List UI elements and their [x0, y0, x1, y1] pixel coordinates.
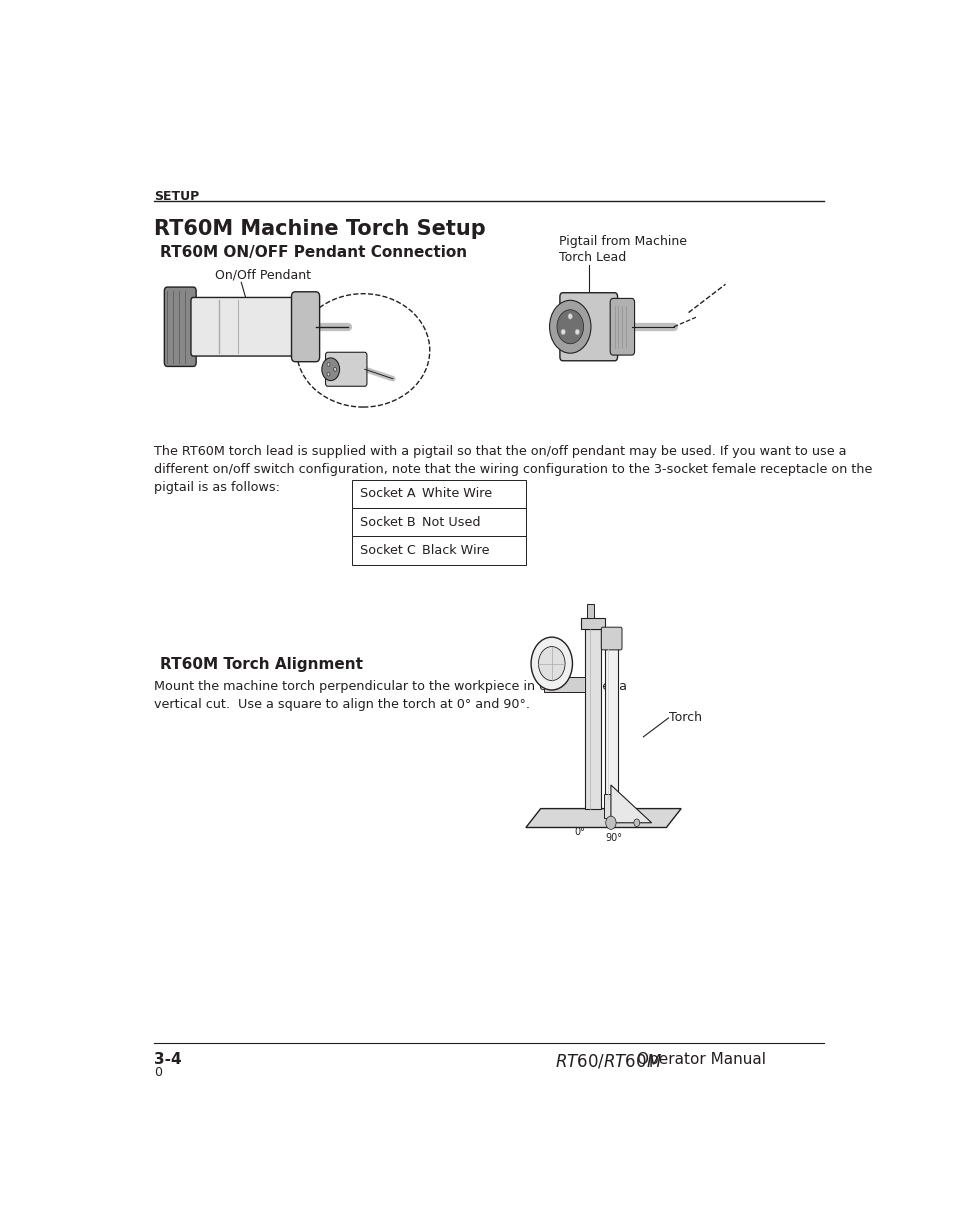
Circle shape: [567, 314, 572, 319]
Bar: [580, 617, 604, 629]
Text: RT60M Torch Alignment: RT60M Torch Alignment: [160, 658, 362, 672]
Text: 0°: 0°: [574, 827, 584, 837]
Text: Black Wire: Black Wire: [421, 544, 489, 557]
Text: The RT60M torch lead is supplied with a pigtail so that the on/off pendant may b: The RT60M torch lead is supplied with a …: [153, 445, 871, 493]
Bar: [352, 480, 525, 508]
Bar: [584, 629, 600, 809]
FancyBboxPatch shape: [325, 352, 367, 387]
Text: Not Used: Not Used: [421, 515, 479, 529]
Circle shape: [557, 309, 583, 344]
Text: Torch: Torch: [669, 712, 701, 724]
Text: 3-4: 3-4: [153, 1053, 181, 1067]
Bar: [352, 508, 525, 536]
Bar: [586, 604, 594, 617]
Polygon shape: [610, 785, 651, 823]
Text: White Wire: White Wire: [421, 487, 491, 501]
Text: RT60M Machine Torch Setup: RT60M Machine Torch Setup: [153, 220, 485, 239]
Circle shape: [575, 329, 578, 335]
Polygon shape: [525, 809, 680, 827]
Bar: [603, 794, 619, 818]
Bar: [604, 648, 618, 799]
FancyBboxPatch shape: [164, 287, 196, 367]
FancyBboxPatch shape: [600, 627, 621, 650]
Text: 90°: 90°: [604, 833, 621, 843]
Text: 0: 0: [153, 1065, 162, 1079]
Text: SETUP: SETUP: [153, 190, 199, 202]
Circle shape: [633, 818, 639, 827]
Text: Pigtail from Machine
Torch Lead: Pigtail from Machine Torch Lead: [558, 236, 686, 264]
Bar: [352, 536, 525, 564]
Text: Socket B: Socket B: [359, 515, 415, 529]
Bar: [544, 677, 584, 692]
FancyBboxPatch shape: [292, 292, 319, 362]
Circle shape: [327, 372, 330, 375]
Text: On/Off Pendant: On/Off Pendant: [215, 269, 311, 281]
Circle shape: [549, 301, 590, 353]
Circle shape: [334, 367, 336, 371]
Circle shape: [560, 329, 565, 335]
Text: Mount the machine torch perpendicular to the workpiece in order to get a
vertica: Mount the machine torch perpendicular to…: [153, 680, 626, 712]
Circle shape: [531, 637, 572, 690]
FancyBboxPatch shape: [191, 297, 298, 356]
Circle shape: [321, 358, 339, 380]
Text: Socket A: Socket A: [359, 487, 415, 501]
Circle shape: [605, 816, 616, 829]
Text: $\it{RT60/RT60M}$: $\it{RT60/RT60M}$: [555, 1053, 661, 1070]
FancyBboxPatch shape: [559, 293, 617, 361]
FancyBboxPatch shape: [610, 298, 634, 355]
Text: Operator Manual: Operator Manual: [637, 1053, 765, 1067]
Text: RT60M ON/OFF Pendant Connection: RT60M ON/OFF Pendant Connection: [160, 245, 467, 260]
Circle shape: [537, 647, 564, 681]
Circle shape: [327, 362, 330, 366]
Text: Socket C: Socket C: [359, 544, 415, 557]
